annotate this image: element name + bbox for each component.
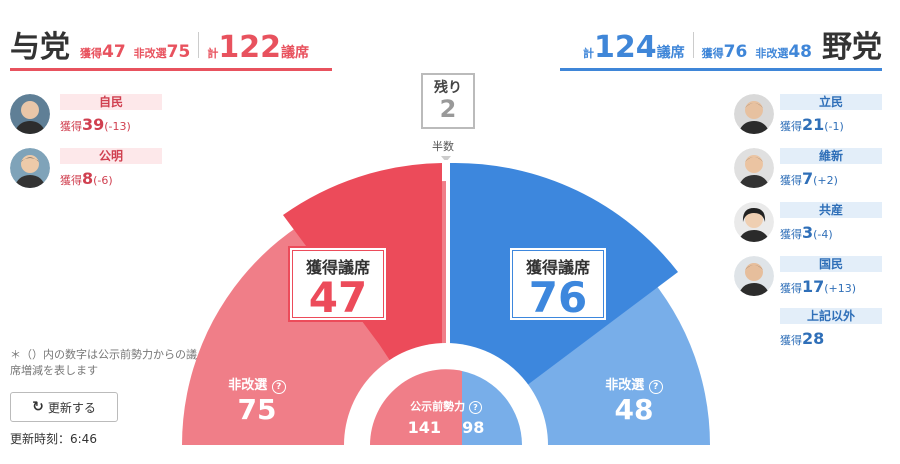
updated-time: 更新時刻：6:46 <box>10 432 97 446</box>
opposition-gained-label: 獲得 <box>701 47 724 60</box>
avatar <box>734 256 774 296</box>
avatar <box>734 148 774 188</box>
opposition-total-suffix: 議席 <box>656 45 685 61</box>
opposition-noncontest: 48 <box>788 42 812 62</box>
opposition-gained-box: 獲得議席 76 <box>508 246 608 322</box>
opposition-noncontest-text: 非改選 ? 48 <box>598 374 670 426</box>
party-card-ishin[interactable]: 維新 獲得7(+2) <box>734 148 894 196</box>
opposition-title: 野党 <box>822 30 882 65</box>
opposition-gained-value: 76 <box>528 273 588 322</box>
opposition-total-prefix: 計 <box>583 47 595 60</box>
footnote: ＊（）内の数字は公示前勢力からの議席増減を表します <box>10 348 197 377</box>
avatar <box>734 94 774 134</box>
party-gain: 獲得3(-4) <box>780 223 833 242</box>
remaining-value: 2 <box>439 95 457 123</box>
half-marker <box>441 156 451 162</box>
party-name: 上記以外 <box>780 308 882 324</box>
refresh-icon: ↻ <box>32 399 44 415</box>
help-circle-icon[interactable]: ? <box>271 380 286 394</box>
avatar <box>10 148 50 188</box>
opposition-noncontest-value: 48 <box>614 393 654 426</box>
party-card-rikken[interactable]: 立民 獲得21(-1) <box>734 94 894 142</box>
party-name: 国民 <box>780 256 882 272</box>
party-name: 共産 <box>780 202 882 218</box>
ruling-gained-box: 獲得議席 47 <box>288 246 388 322</box>
party-gain: 獲得21(-1) <box>780 115 844 134</box>
ruling-noncontest-text: 非改選 ? 75 <box>222 374 292 426</box>
party-name: 公明 <box>60 148 162 164</box>
party-gain: 獲得7(+2) <box>780 169 838 188</box>
gained-box-label: 獲得議席 <box>525 258 590 277</box>
party-card-jimin[interactable]: 自民 獲得39(-13) <box>10 94 170 142</box>
party-gain: 獲得39(-13) <box>60 115 131 134</box>
divider <box>692 32 694 58</box>
ruling-gained: 47 <box>102 42 126 62</box>
ruling-gained-value: 47 <box>308 273 368 322</box>
ruling-noncontest: 75 <box>166 42 191 62</box>
party-gain: 獲得8(-6) <box>60 169 113 188</box>
gained-box-label: 獲得議席 <box>305 258 370 277</box>
pre-election-ruling-sector <box>370 369 462 445</box>
ruling-noncontest-value: 75 <box>237 393 277 426</box>
help-circle-icon[interactable]: ? <box>468 401 482 414</box>
ruling-total: 122 <box>218 30 281 65</box>
ruling-title: 与党 <box>10 30 70 65</box>
half-label: 半数 <box>432 140 454 153</box>
party-card-komei[interactable]: 公明 獲得8(-6) <box>10 148 170 196</box>
party-gain: 獲得17(+13) <box>780 277 857 296</box>
noncontest-label: 非改選 <box>228 378 268 393</box>
opposition-noncontest-label: 非改選 <box>755 47 789 60</box>
avatar <box>734 202 774 242</box>
opposition-gained: 76 <box>723 42 748 62</box>
party-name: 立民 <box>780 94 882 110</box>
pre-election-ruling-value: 141 <box>407 418 441 437</box>
avatar <box>10 94 50 134</box>
party-card-kokumin[interactable]: 国民 獲得17(+13) <box>734 256 894 304</box>
refresh-button[interactable]: ↻ 更新する <box>10 392 118 422</box>
remaining-box: 残り 2 <box>421 73 475 129</box>
refresh-label: 更新する <box>47 400 96 415</box>
party-name: 自民 <box>60 94 162 110</box>
ruling-total-suffix: 議席 <box>280 45 309 61</box>
pre-election-opposition-sector <box>462 371 522 445</box>
ruling-total-prefix: 計 <box>207 47 219 60</box>
party-name: 維新 <box>780 148 882 164</box>
opposition-header: 計 124 議席 獲得 76 非改選 48 野党 <box>560 22 882 71</box>
noncontest-label: 非改選 <box>605 378 645 393</box>
party-gain: 獲得28 <box>780 329 825 348</box>
pre-election-label: 公示前勢力 <box>410 400 466 413</box>
opposition-total: 124 <box>594 30 657 65</box>
help-circle-icon[interactable]: ? <box>648 380 663 394</box>
ruling-gained-label: 獲得 <box>80 47 102 60</box>
divider <box>198 32 200 58</box>
ruling-header: 与党 獲得 47 非改選 75 計 122 議席 <box>10 22 332 71</box>
party-card-kyosan[interactable]: 共産 獲得3(-4) <box>734 202 894 250</box>
pre-election-block: 公示前勢力 ? 141 98 <box>396 398 496 437</box>
pre-election-opposition-value: 98 <box>462 418 485 437</box>
party-card-others[interactable]: 上記以外 獲得28 <box>734 308 894 356</box>
remaining-label: 残り <box>434 80 462 96</box>
ruling-noncontest-label: 非改選 <box>133 47 167 60</box>
